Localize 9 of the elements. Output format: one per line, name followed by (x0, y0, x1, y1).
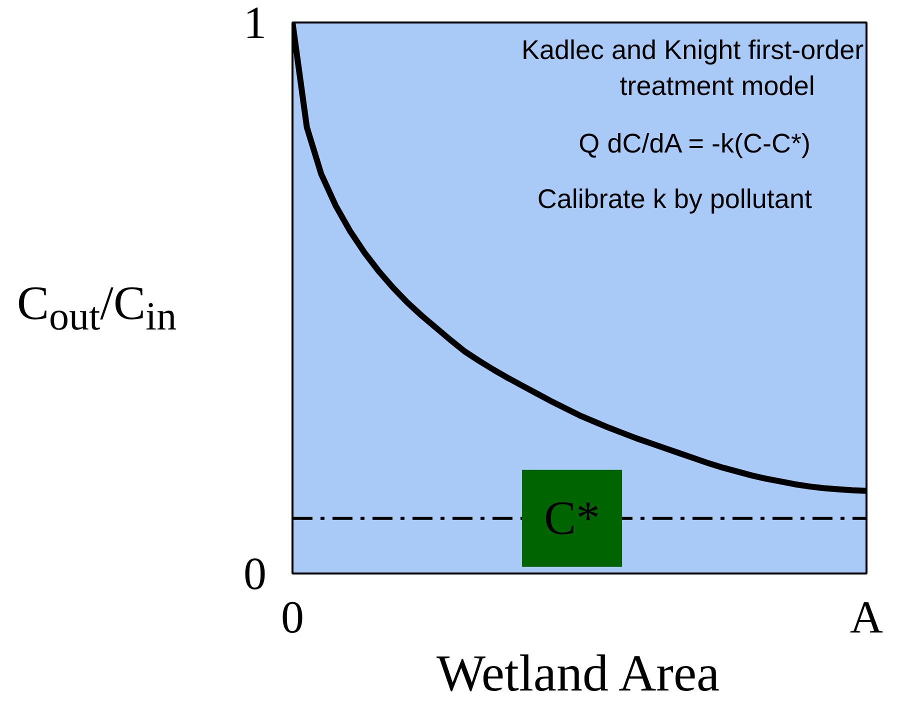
annotation: Kadlec and Knight first-order (521, 35, 864, 66)
x-axis-title: Wetland Area (436, 646, 720, 702)
y-tick-label: 1 (244, 0, 266, 48)
ref-line-label: C* (544, 492, 600, 545)
annotation: treatment model (620, 70, 815, 101)
annotation: Calibrate k by pollutant (537, 184, 812, 214)
y-axis-title: C$_{out}$/C$_{in}$ (17, 276, 177, 341)
annotation: Q dC/dA = -k(C-C*) (578, 128, 810, 159)
x-tick-label: A (850, 592, 884, 642)
